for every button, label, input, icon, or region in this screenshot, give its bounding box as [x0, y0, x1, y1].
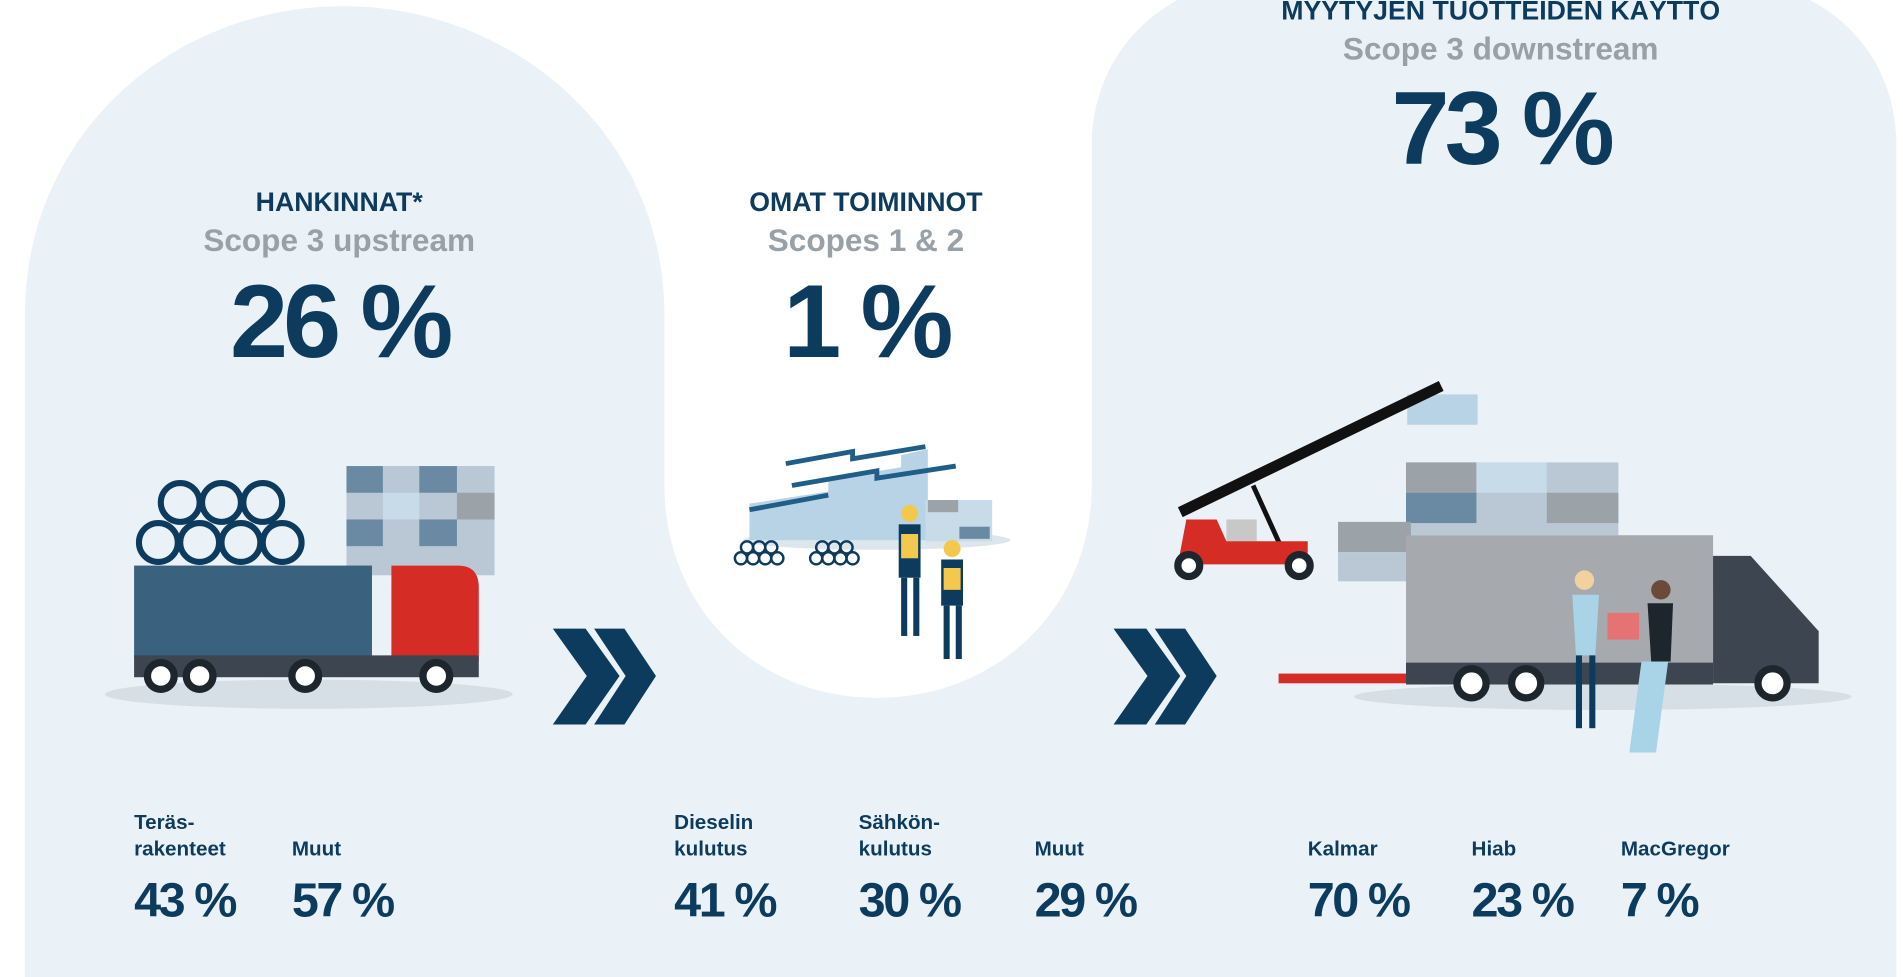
item-label: Sähkön-: [859, 811, 940, 834]
item-value: 7 %: [1621, 873, 1699, 927]
chevrons: [552, 628, 1217, 725]
item-label: Muut: [1035, 838, 1084, 861]
crane-truck-illustration: [1174, 381, 1852, 753]
section-value: 73 %: [1391, 71, 1613, 187]
people: [1572, 570, 1674, 753]
section-title: MYYTYJEN TUOTTEIDEN KÄYTTÖ: [1281, 0, 1720, 25]
item-value: 30 %: [859, 873, 961, 927]
item-label: kulutus: [674, 838, 747, 861]
section-value: 26 %: [230, 264, 452, 380]
item-label: MacGregor: [1621, 838, 1730, 861]
item-value: 70 %: [1308, 873, 1410, 927]
item-value: 23 %: [1472, 873, 1574, 927]
item-label: kulutus: [859, 838, 932, 861]
section-title: OMAT TOIMINNOT: [749, 187, 983, 217]
section-subtitle: Scopes 1 & 2: [768, 222, 964, 258]
section-subtitle: Scope 3 upstream: [203, 222, 475, 258]
truck-illustration: [104, 466, 513, 709]
texts: HANKINNAT* Scope 3 upstream 26 % Teräs-rake…: [134, 0, 1730, 927]
item-value: 41 %: [674, 873, 776, 927]
section-subtitle: Scope 3 downstream: [1343, 30, 1659, 66]
item-label: Teräs-: [134, 811, 195, 834]
item-value: 29 %: [1035, 873, 1137, 927]
factory-illustration: [733, 444, 1011, 660]
item-label: Muut: [292, 838, 341, 861]
section-value: 1 %: [783, 264, 951, 380]
item-label: rakenteet: [134, 838, 226, 861]
item-label: Hiab: [1472, 838, 1517, 861]
item-label: Dieselin: [674, 811, 753, 834]
item-value: 43 %: [134, 873, 236, 927]
item-value: 57 %: [292, 873, 394, 927]
section-title: HANKINNAT*: [256, 187, 424, 217]
workers: [898, 504, 964, 660]
item-label: Kalmar: [1308, 838, 1378, 861]
